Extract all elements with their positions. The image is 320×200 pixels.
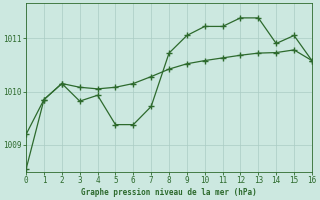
X-axis label: Graphe pression niveau de la mer (hPa): Graphe pression niveau de la mer (hPa): [81, 188, 257, 197]
